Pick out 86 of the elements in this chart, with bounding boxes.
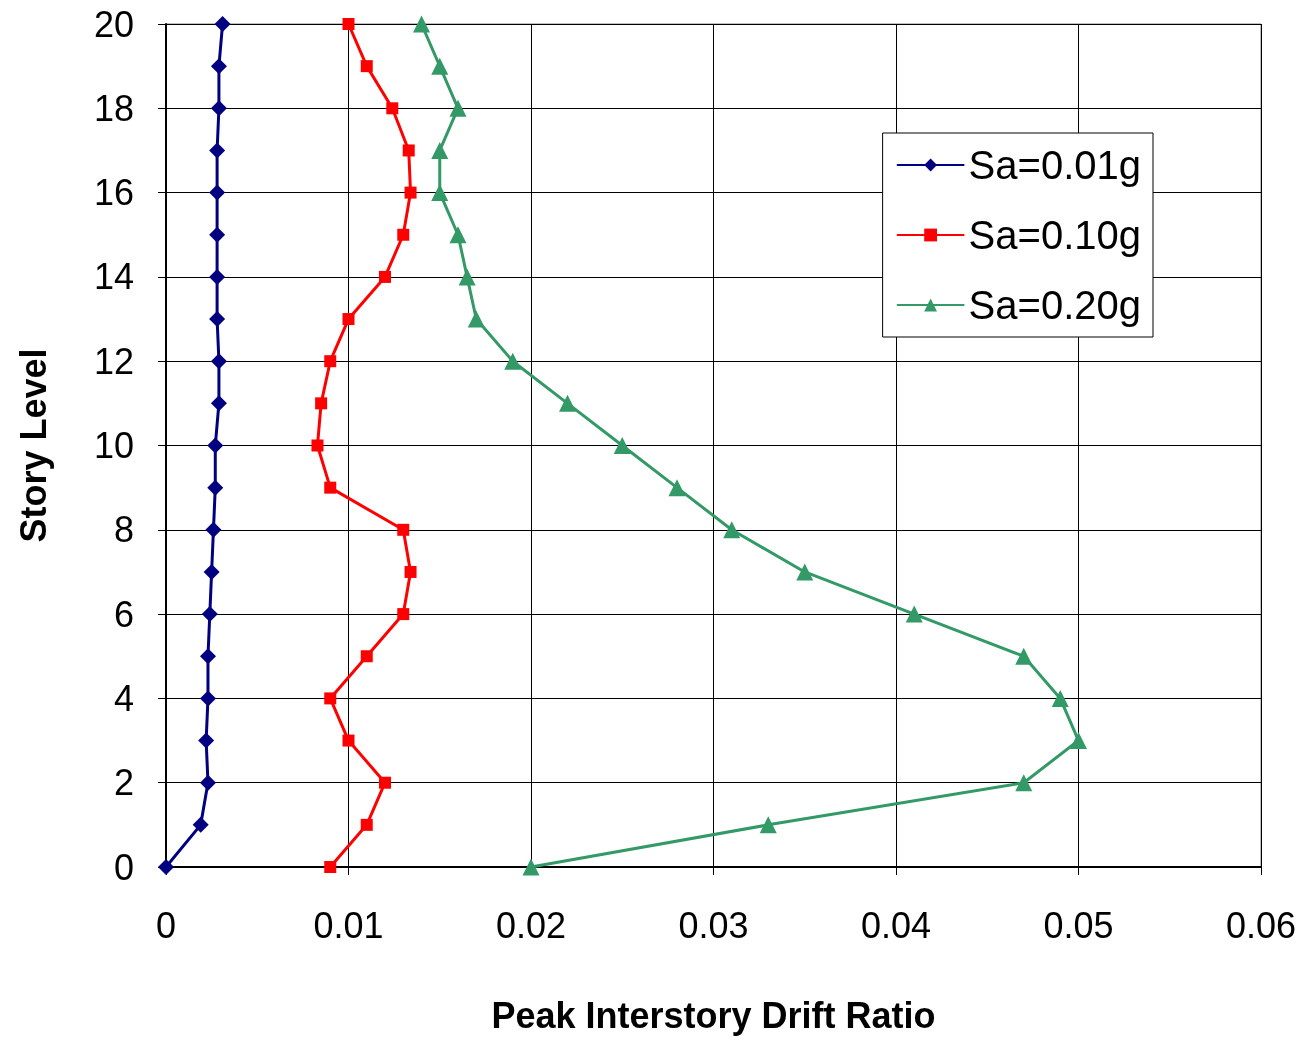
y-tick-label: 0 (113, 846, 134, 888)
point (203, 563, 220, 580)
point (449, 99, 467, 117)
point (431, 141, 449, 159)
point (379, 776, 391, 789)
legend-label: Sa=0.01g (968, 143, 1142, 187)
point (1015, 774, 1033, 792)
point (210, 100, 227, 117)
point (386, 102, 399, 115)
x-tick-label: 0.02 (495, 904, 567, 946)
point (397, 523, 410, 536)
point (199, 774, 216, 791)
point (324, 861, 337, 873)
x-tick-label: 0.04 (860, 904, 932, 946)
point (342, 18, 355, 30)
point (158, 859, 174, 875)
legend-label: Sa=0.20g (968, 283, 1142, 327)
y-tick-label: 12 (93, 340, 134, 382)
y-tick-label: 10 (93, 425, 134, 466)
point (199, 690, 216, 707)
point (210, 58, 227, 75)
point (431, 57, 449, 75)
y-tick-label: 6 (113, 593, 134, 635)
point (360, 818, 373, 831)
point (210, 353, 227, 370)
point (613, 437, 631, 454)
point (402, 144, 415, 157)
point (1015, 647, 1033, 665)
point (404, 565, 417, 578)
y-tick-label: 20 (93, 3, 134, 45)
point (342, 313, 355, 326)
x-tick-label: 0.06 (1225, 904, 1297, 946)
point (504, 352, 522, 370)
point (201, 606, 218, 623)
point (759, 816, 777, 834)
x-tick-label: 0.05 (1043, 904, 1114, 946)
point (360, 650, 373, 663)
point (315, 397, 328, 410)
point (324, 692, 337, 705)
y-tick-label: 4 (113, 677, 134, 719)
point (449, 226, 467, 244)
x-axis-title: Peak Interstory Drift Ratio (491, 994, 936, 1036)
point (458, 268, 476, 286)
point (207, 479, 224, 496)
point (1070, 732, 1087, 750)
point (413, 15, 430, 33)
point (198, 732, 215, 749)
y-tick-label: 18 (93, 87, 134, 129)
x-tick-label: 0 (155, 904, 177, 946)
y-tick-label: 14 (93, 256, 134, 298)
point (397, 608, 410, 621)
x-tick-label: 0.03 (678, 904, 749, 946)
point (467, 310, 485, 328)
y-tick-label: 8 (113, 509, 134, 551)
point (796, 563, 814, 581)
point (324, 481, 337, 494)
point (559, 394, 576, 412)
x-tick-label: 0.01 (313, 904, 384, 946)
point (522, 858, 540, 876)
point (404, 186, 417, 199)
point (905, 605, 923, 623)
point (207, 437, 224, 454)
y-tick-label: 2 (113, 762, 134, 804)
point (214, 16, 231, 32)
point (199, 648, 216, 665)
point (668, 479, 686, 497)
point (723, 521, 741, 539)
point (1051, 689, 1069, 707)
point (397, 228, 410, 241)
point (209, 142, 226, 159)
point (360, 60, 373, 73)
point (311, 439, 324, 452)
point (205, 521, 222, 538)
point (209, 268, 226, 285)
point (209, 311, 226, 328)
legend-label: Sa=0.10g (968, 213, 1142, 257)
point (431, 184, 449, 202)
point (209, 184, 226, 201)
point (210, 395, 227, 412)
point (192, 816, 209, 833)
point (324, 355, 337, 368)
y-axis-title: Story Level (12, 348, 54, 543)
y-tick-label: 16 (93, 172, 134, 214)
point (342, 734, 355, 747)
point (209, 226, 226, 243)
point (379, 270, 391, 283)
